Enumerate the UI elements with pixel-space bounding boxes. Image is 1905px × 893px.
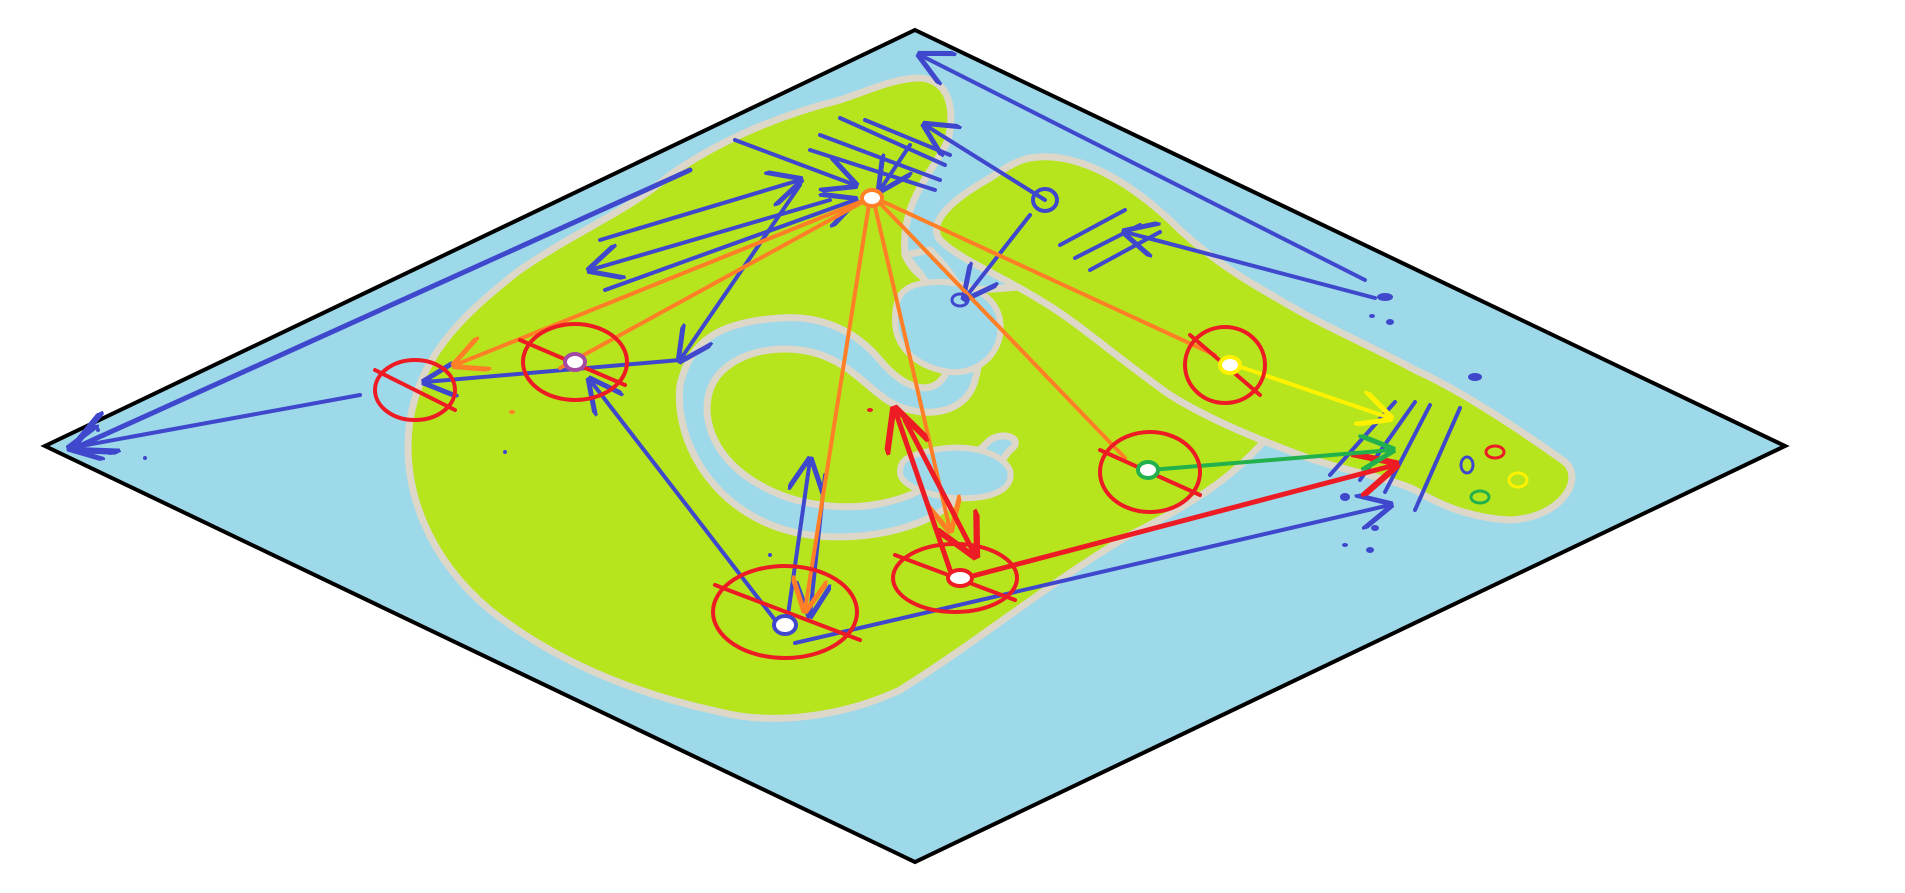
blue-arrow-south-to-west — [590, 380, 777, 622]
lake-base-marker — [1031, 187, 1059, 213]
west-base-marker — [563, 352, 587, 372]
blue-arrow-north-return — [598, 180, 800, 242]
inland-water-channel — [675, 246, 1019, 541]
blue-arrow-east-barrier — [1125, 232, 1377, 300]
orange-line-hq-east-a — [873, 196, 1127, 460]
small-red-dot — [867, 408, 873, 412]
east-blue-marker — [1459, 455, 1475, 475]
orange-line-hq-west — [558, 196, 872, 370]
blue-arrow-nw-edge — [75, 167, 693, 448]
ne-yellow-base-marker — [1218, 355, 1242, 375]
blue-arrow-to-north-hq — [733, 138, 855, 185]
blue-arrow-north-cross — [603, 200, 855, 292]
small-orange-dot — [509, 410, 515, 414]
east-green-marker — [1469, 489, 1491, 505]
blue-arrow-south-east — [793, 505, 1390, 645]
north-hq-marker — [860, 188, 884, 208]
south-base-marker — [772, 614, 798, 636]
blue-arrow-lake-base — [925, 125, 1047, 202]
blue-arrow-ne-edge — [920, 55, 1367, 282]
blue-arrow-to-west-base — [680, 183, 802, 360]
red-arrow-east — [962, 465, 1395, 581]
orange-arrow-hq-west — [455, 196, 872, 365]
south-center-base-marker — [946, 568, 974, 588]
east-red-marker — [1484, 444, 1506, 460]
scattered-blue-dots — [96, 293, 1482, 557]
blue-arrow-north-west — [590, 198, 832, 270]
blue-arrow-barrier-diag — [880, 143, 910, 190]
crossed-objective-south — [711, 564, 862, 660]
green-arrow-east — [1148, 450, 1392, 472]
orange-arrow-hq-south-b — [871, 196, 950, 530]
east-yellow-marker — [1507, 471, 1529, 489]
orange-arrow-hq-south-a — [805, 196, 872, 610]
blue-arrow-west-link — [425, 358, 682, 382]
red-arrow-up-down — [902, 417, 975, 555]
crossed-objective-far-west — [373, 358, 457, 422]
orange-line-hq-east-b — [873, 196, 1217, 357]
small-blue-base-marker — [950, 292, 970, 308]
blue-arrow-west-edge — [70, 393, 362, 448]
east-green-base-marker — [1136, 460, 1160, 480]
yellow-arrow-east — [1233, 363, 1390, 418]
